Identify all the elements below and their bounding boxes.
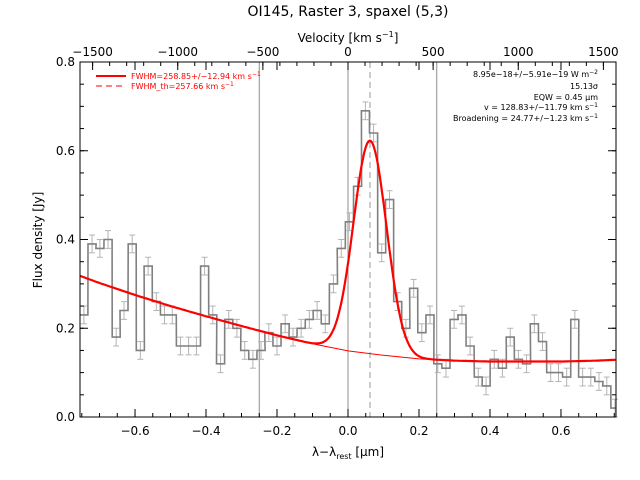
top-tick-label: 1000 [503, 45, 534, 59]
top-axis-label-sup: −1 [382, 30, 394, 39]
legend: FWHM=258.85+/−12.94 km s−1 FWHM_th=257.6… [96, 71, 261, 91]
annotation-velocity: v = 128.83+/−11.79 km s−1 [484, 102, 598, 112]
x-tick-label: 0.0 [338, 424, 357, 438]
top-tick-label: 500 [422, 45, 445, 59]
top-tick-label: −1000 [157, 45, 198, 59]
x-tick-label: 0.4 [480, 424, 499, 438]
annotation-significance: 15.13σ [570, 82, 598, 91]
top-axis-label: Velocity [km s−1] [298, 30, 399, 45]
legend-entry-fwhm: FWHM=258.85+/−12.94 km s−1 [131, 71, 261, 81]
x-axis-label-unit: [μm] [352, 445, 385, 459]
top-tick-label: 1500 [588, 45, 619, 59]
instrument-fit-line [79, 140, 616, 362]
x-tick-label: 0.2 [409, 424, 428, 438]
annotation-eqw: EQW = 0.45 μm [534, 93, 598, 102]
top-tick-label: −500 [246, 45, 279, 59]
x-axis-label-sub: rest [336, 452, 351, 461]
y-tick-label: 0.6 [56, 144, 75, 158]
legend-entry-fwhm-th: FWHM_th=257.66 km s−1 [131, 81, 234, 91]
top-axis-label-text: Velocity [km s [298, 31, 382, 45]
x-tick-label: −0.4 [191, 424, 220, 438]
chart-title: OI145, Raster 3, spaxel (5,3) [248, 4, 449, 20]
y-tick-label: 0.4 [56, 233, 75, 247]
y-tick-label: 0.0 [56, 410, 75, 424]
spectrum-histogram [80, 110, 616, 409]
x-axis-label-text: λ−λ [312, 445, 336, 459]
annotation-broadening: Broadening = 24.77+/−1.23 km s−1 [453, 113, 598, 123]
top-axis-label-end: ] [394, 31, 399, 45]
y-axis-label: Flux density [Jy] [31, 192, 45, 289]
fit-annotations: 8.95e−18+/−5.91e−19 W m−2 15.13σ EQW = 0… [453, 69, 598, 123]
top-tick-label: −1500 [72, 45, 113, 59]
top-tick-label: 0 [344, 45, 352, 59]
x-tick-label: 0.6 [551, 424, 570, 438]
x-tick-label: −0.2 [262, 424, 291, 438]
y-tick-label: 0.8 [56, 55, 75, 69]
x-tick-label: −0.6 [120, 424, 149, 438]
y-tick-label: 0.2 [56, 321, 75, 335]
annotation-flux: 8.95e−18+/−5.91e−19 W m−2 [473, 69, 598, 79]
x-axis-label: λ−λrest [μm] [312, 445, 384, 461]
